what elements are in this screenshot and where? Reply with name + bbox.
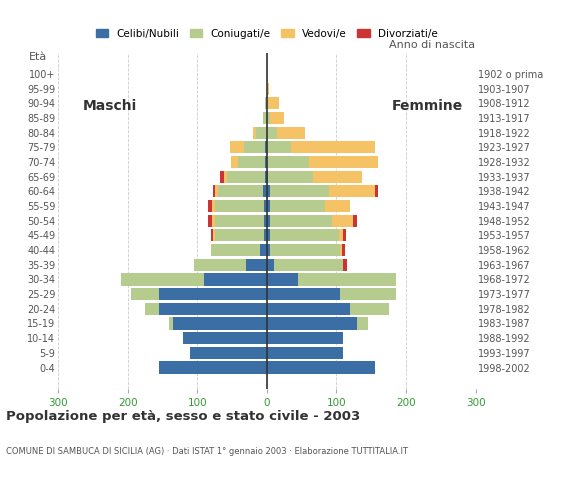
Bar: [267, 244, 270, 256]
Bar: [215, 229, 264, 241]
Bar: [268, 97, 278, 109]
Bar: [340, 288, 396, 300]
Bar: [204, 274, 267, 286]
Bar: [267, 127, 277, 139]
Text: Anno di nascita: Anno di nascita: [390, 40, 476, 50]
Bar: [339, 229, 343, 241]
Bar: [313, 171, 362, 183]
Bar: [253, 127, 256, 139]
Bar: [263, 112, 267, 124]
Bar: [266, 156, 267, 168]
Bar: [212, 215, 215, 227]
Bar: [159, 288, 267, 300]
Bar: [267, 83, 269, 95]
Bar: [267, 200, 270, 212]
Text: Maschi: Maschi: [83, 98, 137, 113]
Bar: [270, 244, 340, 256]
Bar: [267, 156, 309, 168]
Bar: [375, 185, 378, 197]
Bar: [357, 317, 368, 329]
Bar: [267, 303, 350, 315]
Bar: [267, 274, 298, 286]
Bar: [230, 142, 244, 154]
Bar: [332, 215, 353, 227]
Bar: [350, 303, 389, 315]
Bar: [224, 171, 227, 183]
Bar: [291, 142, 375, 154]
Bar: [159, 361, 267, 373]
Bar: [267, 142, 291, 154]
Bar: [266, 171, 267, 183]
Bar: [238, 156, 266, 168]
Bar: [277, 127, 305, 139]
Text: Popolazione per età, sesso e stato civile - 2003: Popolazione per età, sesso e stato civil…: [6, 410, 360, 423]
Bar: [268, 171, 313, 183]
Bar: [211, 229, 213, 241]
Bar: [246, 259, 267, 271]
Bar: [267, 288, 340, 300]
Text: Femmine: Femmine: [392, 98, 463, 113]
Bar: [274, 259, 343, 271]
Bar: [256, 127, 267, 139]
Bar: [329, 185, 375, 197]
Bar: [267, 317, 357, 329]
Bar: [260, 244, 267, 256]
Bar: [121, 274, 204, 286]
Bar: [208, 200, 212, 212]
Bar: [353, 215, 357, 227]
Bar: [270, 229, 339, 241]
Bar: [263, 185, 267, 197]
Bar: [190, 347, 267, 359]
Bar: [298, 274, 396, 286]
Bar: [343, 229, 346, 241]
Bar: [215, 185, 218, 197]
Bar: [267, 332, 343, 344]
Bar: [342, 244, 346, 256]
Bar: [267, 171, 268, 183]
Bar: [266, 97, 267, 109]
Bar: [270, 200, 325, 212]
Bar: [211, 244, 260, 256]
Bar: [215, 215, 264, 227]
Bar: [227, 171, 266, 183]
Bar: [173, 317, 267, 329]
Bar: [264, 229, 267, 241]
Bar: [231, 156, 238, 168]
Bar: [340, 244, 342, 256]
Bar: [267, 97, 268, 109]
Bar: [267, 229, 270, 241]
Bar: [212, 185, 215, 197]
Text: COMUNE DI SAMBUCA DI SICILIA (AG) · Dati ISTAT 1° gennaio 2003 · Elaborazione TU: COMUNE DI SAMBUCA DI SICILIA (AG) · Dati…: [6, 446, 408, 456]
Bar: [267, 185, 270, 197]
Bar: [212, 200, 215, 212]
Bar: [270, 215, 332, 227]
Bar: [213, 229, 215, 241]
Legend: Celibi/Nubili, Coniugati/e, Vedovi/e, Divorziati/e: Celibi/Nubili, Coniugati/e, Vedovi/e, Di…: [92, 24, 442, 43]
Bar: [264, 142, 267, 154]
Bar: [215, 200, 264, 212]
Bar: [183, 332, 267, 344]
Bar: [343, 259, 347, 271]
Bar: [309, 156, 378, 168]
Bar: [159, 303, 267, 315]
Bar: [208, 215, 212, 227]
Bar: [145, 303, 159, 315]
Bar: [325, 200, 350, 212]
Bar: [218, 185, 263, 197]
Bar: [267, 112, 270, 124]
Bar: [169, 317, 173, 329]
Bar: [267, 347, 343, 359]
Bar: [194, 259, 246, 271]
Bar: [244, 142, 264, 154]
Bar: [267, 259, 274, 271]
Bar: [267, 215, 270, 227]
Bar: [270, 185, 329, 197]
Bar: [267, 361, 375, 373]
Bar: [264, 215, 267, 227]
Bar: [131, 288, 159, 300]
Text: Età: Età: [30, 52, 48, 62]
Bar: [220, 171, 224, 183]
Bar: [264, 200, 267, 212]
Bar: [270, 112, 284, 124]
